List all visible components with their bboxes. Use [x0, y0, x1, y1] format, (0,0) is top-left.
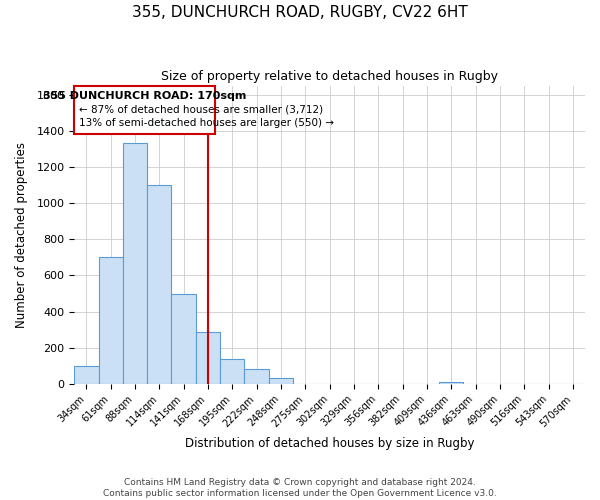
Text: 355 DUNCHURCH ROAD: 170sqm: 355 DUNCHURCH ROAD: 170sqm — [43, 90, 247, 101]
Y-axis label: Number of detached properties: Number of detached properties — [15, 142, 28, 328]
Bar — [74, 366, 98, 384]
Bar — [269, 378, 293, 384]
Bar — [244, 370, 269, 384]
Bar — [123, 144, 147, 384]
Bar — [196, 332, 220, 384]
Bar — [220, 358, 244, 384]
Text: Contains HM Land Registry data © Crown copyright and database right 2024.
Contai: Contains HM Land Registry data © Crown c… — [103, 478, 497, 498]
Text: ← 87% of detached houses are smaller (3,712): ← 87% of detached houses are smaller (3,… — [79, 104, 323, 115]
Text: 13% of semi-detached houses are larger (550) →: 13% of semi-detached houses are larger (… — [79, 118, 334, 128]
X-axis label: Distribution of detached houses by size in Rugby: Distribution of detached houses by size … — [185, 437, 475, 450]
Bar — [439, 382, 463, 384]
Bar — [98, 258, 123, 384]
Bar — [147, 185, 172, 384]
Bar — [172, 294, 196, 384]
Text: 355, DUNCHURCH ROAD, RUGBY, CV22 6HT: 355, DUNCHURCH ROAD, RUGBY, CV22 6HT — [132, 5, 468, 20]
Title: Size of property relative to detached houses in Rugby: Size of property relative to detached ho… — [161, 70, 498, 83]
